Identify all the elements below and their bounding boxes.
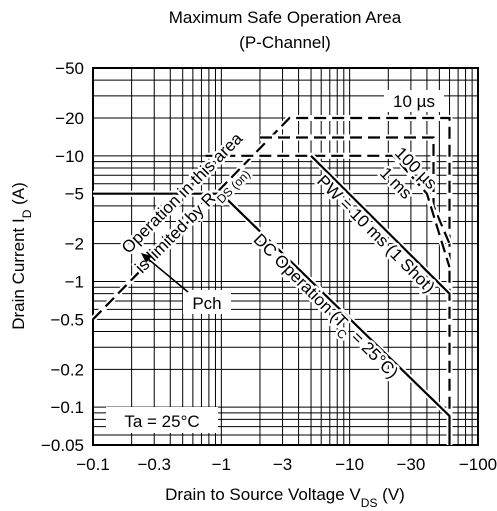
x-axis-label: Drain to Source Voltage VDS (V) [165,485,405,510]
label-10us-bg [384,90,444,112]
y-axis-label-part: D [20,209,34,218]
x-tick-label: −0.3 [137,455,171,474]
label-ta-bg [106,407,218,433]
chart-title: Maximum Safe Operation Area [169,8,402,27]
x-axis-label-part: Drain to Source Voltage V [165,485,361,504]
x-axis-label-part: (V) [377,485,404,504]
series-line-4 [93,192,451,445]
y-tick-label: −10 [55,147,84,166]
y-tick-label: −0.1 [50,398,84,417]
label-dc-operation-part: DC Operation (T [250,230,352,332]
series-line-0 [92,116,451,445]
x-axis-label-part: DS [361,496,378,510]
y-tick-label: −20 [55,109,84,128]
label-10us: 10 µs [393,92,435,111]
y-axis-label: Drain Current ID (A) [9,182,34,330]
y-tick-label: −0.2 [50,360,84,379]
x-tick-label: −3 [273,455,292,474]
label-pch-bg [183,290,231,314]
x-tick-label: −1 [212,455,231,474]
x-tick-label: −0.1 [76,455,110,474]
pch-arrow-line [146,257,189,293]
label-pch: Pch [192,294,221,313]
series-line-1 [260,136,451,245]
label-ta: Ta = 25°C [124,412,199,431]
y-tick-label: −0.5 [50,310,84,329]
series-line-2 [205,154,451,268]
y-tick-label: −5 [65,185,84,204]
plot-frame [92,67,479,446]
y-axis-label-part: Drain Current I [9,218,28,329]
y-axis-label-part: (A) [9,182,28,209]
y-tick-label: −1 [65,273,84,292]
x-tick-label: −30 [396,455,425,474]
x-tick-label: −100 [459,455,497,474]
grid [92,67,478,446]
series-line-3 [310,155,451,295]
pch-arrow-head [141,253,152,263]
y-tick-label: −50 [55,59,84,78]
label-dc-operation-part: = 25°C) [344,324,402,382]
chart-subtitle: (P-Channel) [239,33,331,52]
label-dc-operation: DC Operation (TC = 25°C) [245,230,402,387]
label-pw: PW = 10 ms (1 Shot) [313,171,438,296]
y-tick-label: −2 [65,235,84,254]
x-tick-label: −10 [335,455,364,474]
y-tick-label: −0.05 [41,436,84,455]
